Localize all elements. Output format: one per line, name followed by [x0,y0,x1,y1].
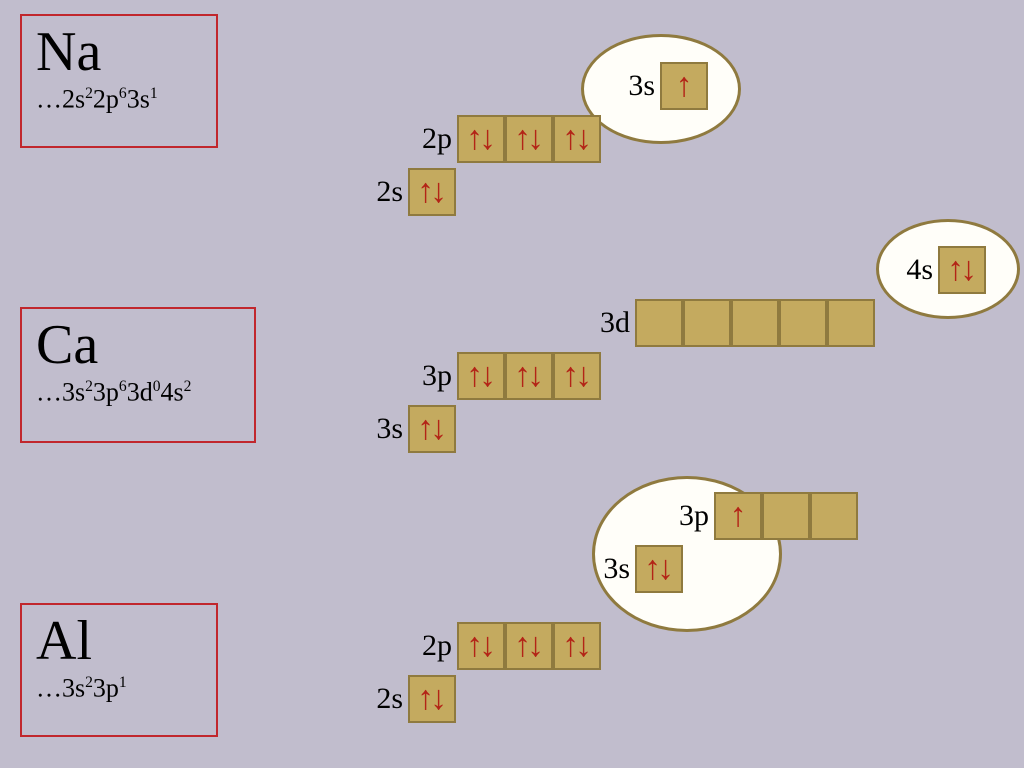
ca-diagram-3d-box-4 [827,299,875,347]
ca-diagram-3s-box-0: ↑↓ [408,405,456,453]
ca-diagram-3d-box-3 [779,299,827,347]
spin-down-arrow: ↓ [527,629,544,663]
al-card: Al …3s23p1 [20,603,218,737]
na-diagram-label-2p: 2p [402,122,452,156]
spin-down-arrow: ↓ [479,359,496,393]
na-diagram-label-3s: 3s [605,69,655,103]
ca-diagram-3p-box-1: ↑↓ [505,352,553,400]
ca-diagram-3p-box-2: ↑↓ [553,352,601,400]
al-diagram-label-2s: 2s [353,682,403,716]
spin-down-arrow: ↓ [479,629,496,663]
al-diagram-3p-box-0: ↑ [714,492,762,540]
spin-down-arrow: ↓ [960,253,977,287]
spin-down-arrow: ↓ [527,359,544,393]
spin-down-arrow: ↓ [527,122,544,156]
al-diagram-2p-box-1: ↑↓ [505,622,553,670]
spin-down-arrow: ↓ [430,682,447,716]
spin-down-arrow: ↓ [430,412,447,446]
diagram-stage: 3s↑2p↑↓↑↓↑↓2s↑↓4s↑↓3d3p↑↓↑↓↑↓3s↑↓3p↑3s↑↓… [0,0,1024,768]
na-diagram-2p-box-0: ↑↓ [457,115,505,163]
ca-card: Ca …3s23p63d04s2 [20,307,256,443]
al-diagram-2p-box-0: ↑↓ [457,622,505,670]
spin-up-arrow: ↑ [730,499,747,533]
na-diagram-2p-box-2: ↑↓ [553,115,601,163]
spin-down-arrow: ↓ [575,122,592,156]
al-card-symbol: Al [36,613,202,669]
ca-diagram-label-3s: 3s [353,412,403,446]
ca-diagram-label-3d: 3d [580,306,630,340]
ca-diagram-3d-box-2 [731,299,779,347]
al-diagram-2p-box-2: ↑↓ [553,622,601,670]
na-diagram-label-2s: 2s [353,175,403,209]
ca-diagram-label-3p: 3p [402,359,452,393]
na-card-config: …2s22p63s1 [36,86,202,113]
al-diagram-3p-box-2 [810,492,858,540]
al-diagram-3p-box-1 [762,492,810,540]
ca-card-symbol: Ca [36,317,240,373]
spin-down-arrow: ↓ [657,552,674,586]
na-card: Na …2s22p63s1 [20,14,218,148]
al-diagram-label-3s: 3s [580,552,630,586]
al-diagram-2s-box-0: ↑↓ [408,675,456,723]
ca-diagram-3d-box-1 [683,299,731,347]
al-diagram-label-2p: 2p [402,629,452,663]
al-diagram-3s-box-0: ↑↓ [635,545,683,593]
na-diagram-2s-box-0: ↑↓ [408,168,456,216]
na-diagram-3s-box-0: ↑ [660,62,708,110]
ca-diagram-4s-box-0: ↑↓ [938,246,986,294]
na-diagram-2p-box-1: ↑↓ [505,115,553,163]
ca-card-config: …3s23p63d04s2 [36,379,240,406]
ca-diagram-3d-box-0 [635,299,683,347]
ca-diagram-3p-box-0: ↑↓ [457,352,505,400]
al-card-config: …3s23p1 [36,675,202,702]
spin-down-arrow: ↓ [479,122,496,156]
spin-up-arrow: ↑ [676,69,693,103]
al-diagram-label-3p: 3p [659,499,709,533]
spin-down-arrow: ↓ [575,359,592,393]
spin-down-arrow: ↓ [430,175,447,209]
spin-down-arrow: ↓ [575,629,592,663]
na-card-symbol: Na [36,24,202,80]
ca-diagram-label-4s: 4s [883,253,933,287]
